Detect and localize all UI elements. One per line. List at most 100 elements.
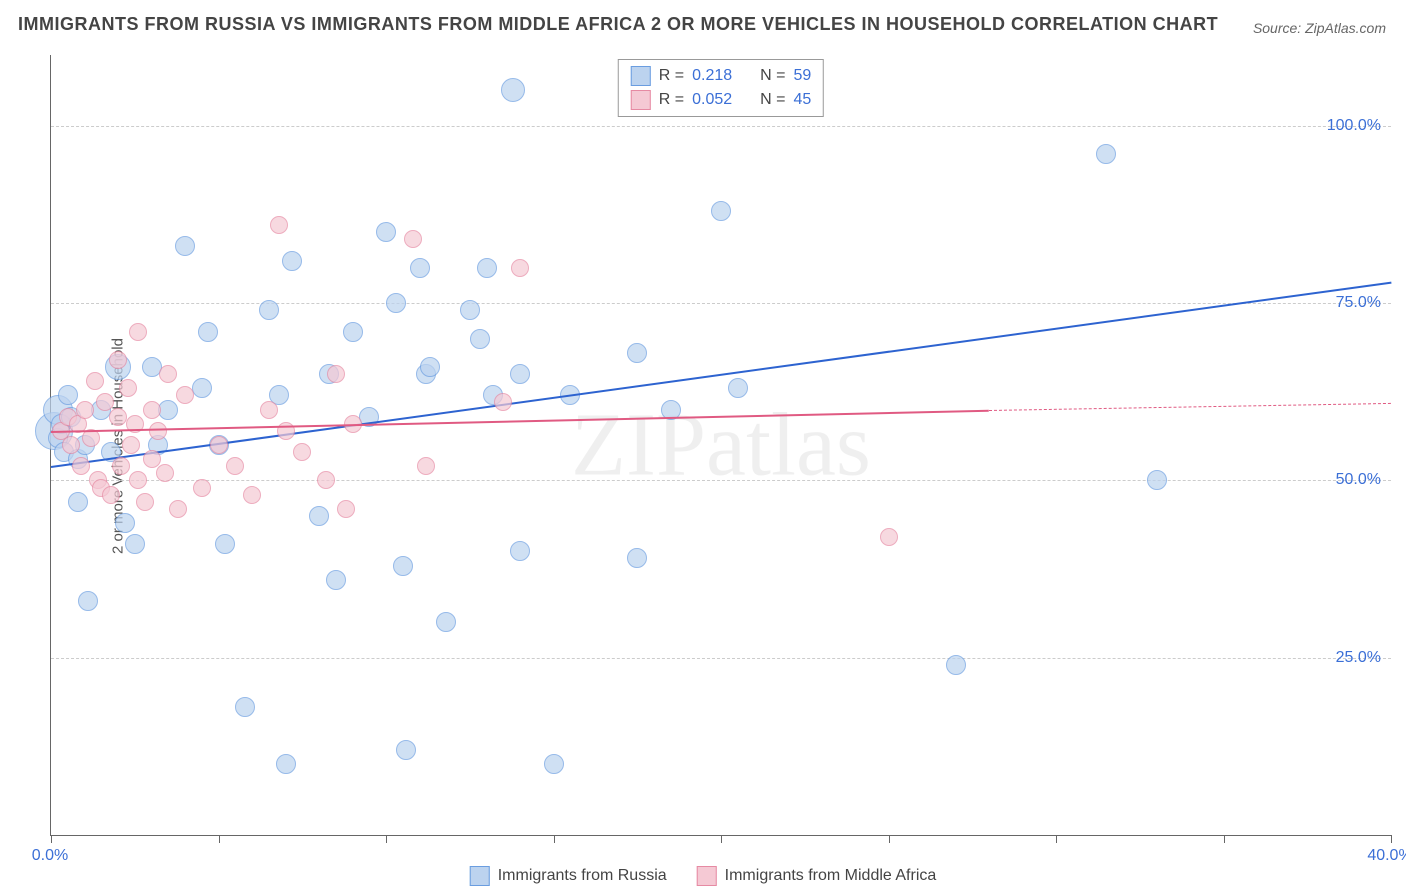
data-point [337, 500, 355, 518]
data-point [880, 528, 898, 546]
swatch-icon [697, 866, 717, 886]
data-point [112, 457, 130, 475]
data-point [259, 300, 279, 320]
data-point [327, 365, 345, 383]
data-point [129, 471, 147, 489]
legend-label: Immigrants from Middle Africa [725, 867, 937, 885]
x-tick-label: 40.0% [1367, 847, 1406, 865]
y-tick-label: 100.0% [1327, 117, 1381, 135]
grid-line [51, 303, 1391, 304]
data-point [158, 400, 178, 420]
data-point [386, 293, 406, 313]
y-tick-label: 50.0% [1336, 471, 1381, 489]
data-point [544, 754, 564, 774]
data-point [420, 357, 440, 377]
data-point [326, 570, 346, 590]
data-point [343, 322, 363, 342]
data-point [129, 323, 147, 341]
x-tick [219, 835, 220, 843]
data-point [125, 534, 145, 554]
data-point [122, 436, 140, 454]
data-point [270, 216, 288, 234]
data-point [62, 436, 80, 454]
chart-title: IMMIGRANTS FROM RUSSIA VS IMMIGRANTS FRO… [18, 14, 1218, 35]
data-point [404, 230, 422, 248]
data-point [149, 422, 167, 440]
grid-line [51, 658, 1391, 659]
stats-row-series-2: R = 0.052 N = 45 [631, 88, 811, 112]
data-point [309, 506, 329, 526]
data-point [1147, 470, 1167, 490]
swatch-icon [631, 90, 651, 110]
y-tick-label: 75.0% [1336, 294, 1381, 312]
swatch-icon [470, 866, 490, 886]
data-point [317, 471, 335, 489]
legend-item: Immigrants from Russia [470, 866, 667, 886]
data-point [193, 479, 211, 497]
data-point [260, 401, 278, 419]
x-tick [51, 835, 52, 843]
source-attribution: Source: ZipAtlas.com [1253, 20, 1386, 36]
n-label: N = [760, 91, 785, 109]
data-point [243, 486, 261, 504]
data-point [198, 322, 218, 342]
data-point [627, 343, 647, 363]
data-point [501, 78, 525, 102]
bottom-legend: Immigrants from Russia Immigrants from M… [470, 866, 937, 886]
r-label: R = [659, 67, 684, 85]
data-point [460, 300, 480, 320]
data-point [417, 457, 435, 475]
legend-label: Immigrants from Russia [498, 867, 667, 885]
legend-item: Immigrants from Middle Africa [697, 866, 937, 886]
data-point [226, 457, 244, 475]
data-point [470, 329, 490, 349]
data-point [282, 251, 302, 271]
r-label: R = [659, 91, 684, 109]
data-point [946, 655, 966, 675]
x-tick [386, 835, 387, 843]
data-point [276, 754, 296, 774]
data-point [235, 697, 255, 717]
x-tick-label: 0.0% [32, 847, 68, 865]
data-point [115, 513, 135, 533]
data-point [78, 591, 98, 611]
trend-line-extrapolated [989, 402, 1391, 410]
data-point [86, 372, 104, 390]
n-value: 45 [793, 91, 811, 109]
data-point [477, 258, 497, 278]
y-tick-label: 25.0% [1336, 649, 1381, 667]
data-point [96, 393, 114, 411]
stats-row-series-1: R = 0.218 N = 59 [631, 64, 811, 88]
x-tick [1224, 835, 1225, 843]
data-point [376, 222, 396, 242]
data-point [68, 492, 88, 512]
data-point [58, 385, 78, 405]
data-point [159, 365, 177, 383]
data-point [393, 556, 413, 576]
grid-line [51, 126, 1391, 127]
r-value: 0.218 [692, 67, 742, 85]
data-point [136, 493, 154, 511]
plot-area: ZIPatlas R = 0.218 N = 59 R = 0.052 N = … [50, 55, 1391, 836]
x-tick [721, 835, 722, 843]
data-point [494, 393, 512, 411]
x-tick [1391, 835, 1392, 843]
data-point [627, 548, 647, 568]
data-point [511, 259, 529, 277]
data-point [711, 201, 731, 221]
data-point [293, 443, 311, 461]
data-point [109, 408, 127, 426]
data-point [102, 486, 120, 504]
data-point [436, 612, 456, 632]
n-label: N = [760, 67, 785, 85]
data-point [72, 457, 90, 475]
data-point [210, 436, 228, 454]
data-point [143, 450, 161, 468]
trend-line [51, 410, 989, 433]
n-value: 59 [793, 67, 811, 85]
swatch-icon [631, 66, 651, 86]
data-point [510, 541, 530, 561]
data-point [277, 422, 295, 440]
r-value: 0.052 [692, 91, 742, 109]
data-point [1096, 144, 1116, 164]
